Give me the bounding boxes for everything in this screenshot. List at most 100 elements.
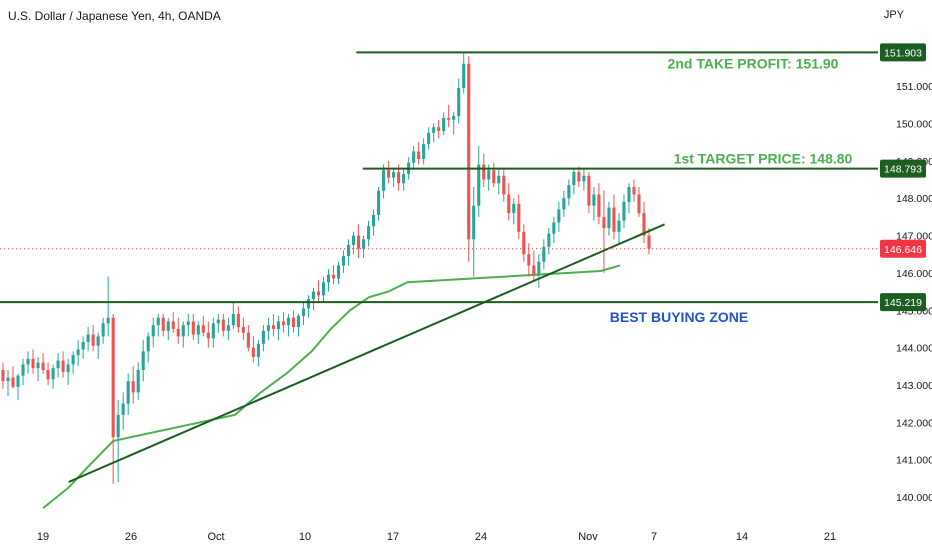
- time-tick-label: Nov: [578, 531, 598, 543]
- candle-body: [106, 317, 110, 324]
- price-tick-label: 150.000: [896, 119, 932, 131]
- price-tick-label: 142.000: [896, 417, 932, 429]
- candle-body: [412, 151, 416, 163]
- candle-body: [166, 321, 170, 331]
- candle-body: [467, 63, 471, 240]
- candle-body: [356, 235, 361, 249]
- candle-body: [246, 332, 250, 348]
- candle-body: [372, 215, 376, 227]
- time-tick-label: 21: [824, 531, 836, 543]
- candle-body: [156, 317, 160, 326]
- candle-body: [186, 321, 190, 326]
- moving-average-path: [42, 264, 621, 509]
- candle-body: [1, 370, 5, 382]
- candle-body: [36, 362, 40, 369]
- candle-body: [417, 151, 421, 159]
- candlestick-series: [1, 52, 651, 484]
- candle-body: [266, 325, 270, 331]
- candle-body: [231, 313, 235, 326]
- candle-body: [522, 231, 526, 255]
- candle-body: [66, 364, 70, 372]
- price-marker-label: 151.903: [884, 47, 922, 59]
- drawn-levels[interactable]: [0, 51, 878, 483]
- price-tick-label: 144.000: [896, 343, 932, 355]
- chart-annotation-label: 2nd TAKE PROFIT: 151.90: [668, 55, 839, 71]
- candle-body: [592, 194, 596, 206]
- candle-body: [216, 319, 220, 324]
- candle-body: [341, 256, 346, 266]
- candle-body: [517, 203, 521, 232]
- candle-body: [437, 127, 441, 131]
- candle-body: [507, 194, 511, 214]
- candle-body: [176, 328, 180, 337]
- candle-body: [487, 170, 491, 180]
- candle-body: [331, 274, 336, 279]
- candle-body: [236, 313, 240, 328]
- moving-average-line: [42, 264, 621, 509]
- candle-body: [251, 347, 255, 357]
- candle-body: [221, 319, 225, 331]
- candle-body: [582, 175, 586, 182]
- candle-body: [136, 370, 140, 393]
- candle-body: [271, 325, 275, 329]
- candle-body: [171, 321, 175, 329]
- time-tick-label: 10: [299, 531, 311, 543]
- candle-body: [306, 299, 311, 309]
- candle-body: [542, 246, 546, 262]
- candle-body: [311, 291, 316, 300]
- candle-body: [141, 351, 145, 371]
- candle-body: [51, 368, 55, 380]
- candle-body: [46, 370, 50, 380]
- price-tick-label: 143.000: [896, 380, 932, 392]
- candle-body: [31, 358, 35, 369]
- candle-body: [647, 235, 651, 249]
- candle-body: [392, 172, 396, 178]
- candle-body: [26, 358, 30, 365]
- candle-body: [226, 325, 230, 331]
- candle-body: [116, 414, 120, 438]
- chart-annotation-label: BEST BUYING ZONE: [610, 309, 748, 325]
- time-tick-label: 7: [651, 531, 657, 543]
- candle-body: [291, 317, 296, 328]
- time-tick-label: 19: [37, 531, 49, 543]
- chart-annotations: 2nd TAKE PROFIT: 151.90 1st TARGET PRICE:…: [610, 55, 853, 325]
- candle-body: [402, 173, 406, 184]
- candle-body: [296, 315, 301, 328]
- candle-body: [81, 341, 85, 350]
- candle-body: [281, 321, 285, 326]
- candle-body: [41, 362, 45, 371]
- candle-body: [256, 343, 260, 357]
- candle-body: [276, 321, 280, 329]
- candle-body: [111, 317, 115, 438]
- candle-body: [382, 170, 386, 191]
- price-tick-label: 146.000: [896, 268, 932, 280]
- candle-body: [316, 291, 321, 296]
- price-tick-label: 140.000: [896, 492, 932, 504]
- candle-body: [642, 213, 646, 236]
- price-marker-label: 146.646: [884, 244, 922, 256]
- candle-body: [477, 164, 481, 206]
- price-marker-badge: [880, 293, 926, 312]
- candle-body: [587, 175, 591, 206]
- candle-body: [632, 186, 636, 195]
- price-marker-label: 145.219: [884, 297, 922, 309]
- candle-body: [121, 403, 125, 415]
- candle-body: [21, 364, 25, 376]
- candle-body: [427, 132, 431, 145]
- price-axis[interactable]: 140.000141.000142.000143.000144.000145.0…: [880, 43, 932, 504]
- candle-body: [11, 377, 15, 387]
- candle-body: [286, 317, 290, 326]
- time-tick-label: 17: [387, 531, 399, 543]
- price-marker-badge: [880, 159, 926, 178]
- candle-body: [346, 244, 351, 257]
- time-axis[interactable]: 19 26 Oct 10 17 24 Nov 7 14 21: [37, 531, 836, 543]
- candle-body: [562, 198, 566, 210]
- candle-body: [241, 327, 245, 333]
- candle-body: [577, 172, 581, 182]
- candle-body: [146, 336, 150, 352]
- candle-body: [56, 360, 60, 369]
- candle-body: [617, 220, 621, 232]
- candle-body: [397, 172, 401, 184]
- candle-body: [96, 336, 100, 346]
